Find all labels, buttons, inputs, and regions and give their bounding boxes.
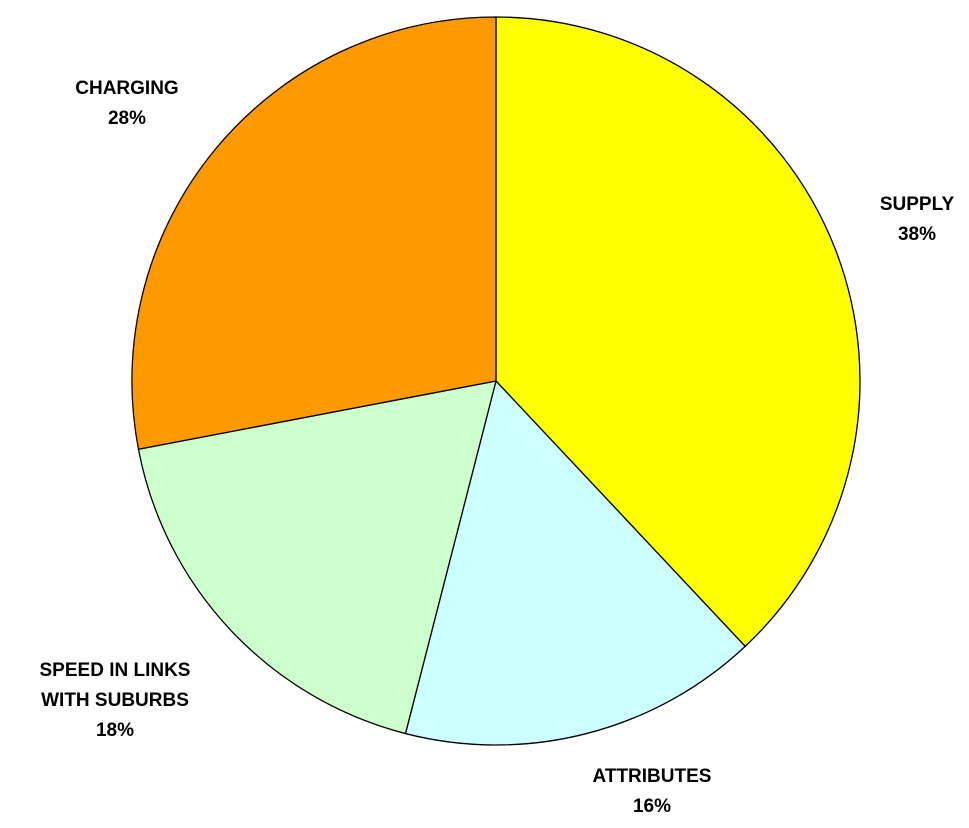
slice-category-label: ATTRIBUTES (593, 766, 712, 787)
slice-percent-label: 38% (898, 224, 936, 245)
slice-percent-label: 18% (96, 720, 134, 741)
slice-category-label: SPEED IN LINKS WITH SUBURBS (40, 660, 191, 711)
slice-label-charging: CHARGING 28% (75, 78, 178, 129)
slice-label-supply: SUPPLY 38% (880, 194, 955, 245)
slice-label-speed-in-links-with-suburbs: SPEED IN LINKS WITH SUBURBS 18% (40, 660, 191, 741)
slice-label-attributes: ATTRIBUTES 16% (593, 766, 712, 817)
slice-percent-label: 16% (633, 796, 671, 817)
pie-slice-attributes (404, 380, 746, 746)
slice-category-label: CHARGING (75, 78, 178, 99)
slice-percent-label: 28% (108, 108, 146, 129)
pie-slice-supply (495, 16, 861, 647)
pie-slice-charging (131, 16, 497, 450)
pie-slice-speed-in-links-with-suburbs (137, 380, 497, 735)
slice-category-label: SUPPLY (880, 194, 955, 215)
labels-layer: SUPPLY 38% ATTRIBUTES 16% SPEED IN LINKS WITH… (40, 78, 955, 817)
slices-layer (131, 16, 861, 746)
